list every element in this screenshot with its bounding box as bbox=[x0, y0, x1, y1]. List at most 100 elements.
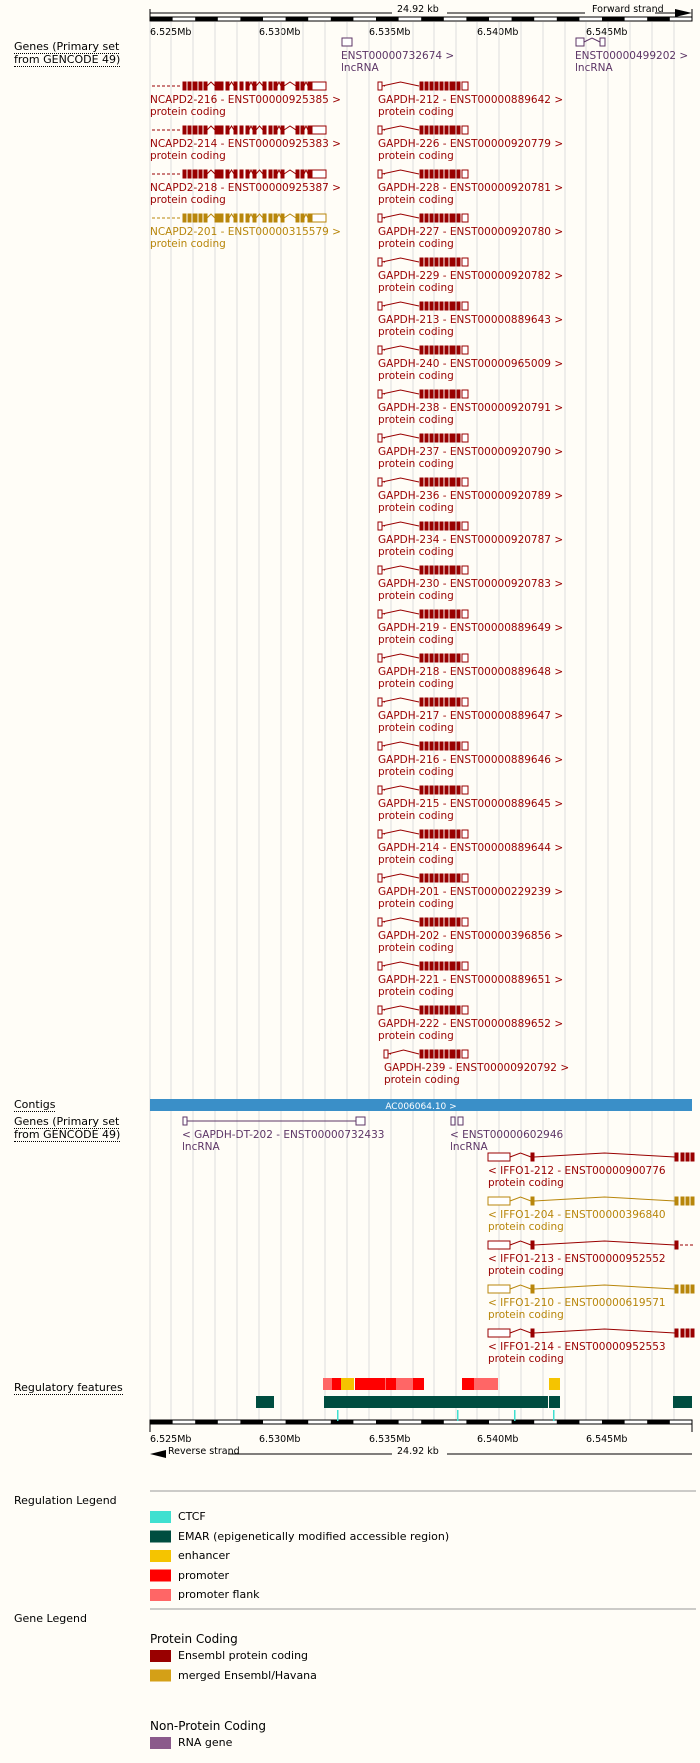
ncapd2-exon bbox=[295, 213, 300, 223]
ncapd2-exon bbox=[280, 169, 285, 179]
forward-transcript-label[interactable]: GAPDH-212 - ENST00000889642 > protein cod… bbox=[378, 94, 563, 118]
gapdh-utr-exon bbox=[377, 521, 383, 531]
regulation-legend-label: EMAR (epigenetically modified accessible… bbox=[178, 1529, 450, 1543]
transcript-biotype: protein coding bbox=[150, 238, 226, 250]
forward-transcript-label[interactable]: GAPDH-230 - ENST00000920783 > protein cod… bbox=[378, 578, 563, 602]
gapdh-exon bbox=[439, 873, 444, 883]
gapdh-utr-exon bbox=[377, 345, 383, 355]
gapdh-exon bbox=[424, 1005, 429, 1015]
gapdh-exon bbox=[444, 697, 449, 707]
forward-transcript-label[interactable]: GAPDH-202 - ENST00000396856 > protein cod… bbox=[378, 930, 563, 954]
tick-label-top-3: 6.540Mb bbox=[477, 27, 519, 38]
forward-transcript-label[interactable]: ENST00000499202 > lncRNA bbox=[575, 50, 688, 74]
forward-transcript-label[interactable]: NCAPD2-218 - ENST00000925387 > protein co… bbox=[150, 182, 341, 206]
gapdh-exon bbox=[444, 609, 449, 619]
forward-transcript-label[interactable]: GAPDH-234 - ENST00000920787 > protein cod… bbox=[378, 534, 563, 558]
gapdh-utr-exon bbox=[377, 213, 383, 223]
iffo1-intron bbox=[509, 1196, 532, 1202]
gapdh-intron bbox=[381, 785, 420, 791]
gapdh-exon bbox=[439, 1005, 444, 1015]
gapdh-exon bbox=[434, 961, 439, 971]
reverse-transcript-label[interactable]: < IFFO1-204 - ENST00000396840 protein cod… bbox=[488, 1209, 666, 1233]
forward-transcript-label[interactable]: NCAPD2-201 - ENST00000315579 > protein co… bbox=[150, 226, 341, 250]
forward-transcript-label[interactable]: GAPDH-228 - ENST00000920781 > protein cod… bbox=[378, 182, 563, 206]
reverse-transcript-label[interactable]: < IFFO1-210 - ENST00000619571 protein cod… bbox=[488, 1297, 666, 1321]
gapdh-exon bbox=[439, 521, 444, 531]
lncrna-exon bbox=[575, 37, 585, 47]
ncapd2-exon bbox=[245, 213, 250, 223]
reverse-transcript-label[interactable]: < GAPDH-DT-202 - ENST00000732433 lncRNA bbox=[182, 1129, 384, 1153]
ncapd2-exon bbox=[273, 213, 278, 223]
ruler-top-seg-16 bbox=[511, 17, 535, 21]
gapdh-exon bbox=[439, 389, 444, 399]
gapdh-exon bbox=[444, 257, 449, 267]
gapdh-exon bbox=[456, 873, 461, 883]
forward-transcript-label[interactable]: GAPDH-237 - ENST00000920790 > protein cod… bbox=[378, 446, 563, 470]
ncapd2-exon bbox=[187, 125, 192, 135]
gapdh-utr-exon bbox=[377, 917, 383, 927]
ncapd2-intron bbox=[255, 125, 264, 131]
reverse-transcript-label[interactable]: < IFFO1-212 - ENST00000900776 protein cod… bbox=[488, 1165, 666, 1189]
gapdh-exon bbox=[456, 1049, 461, 1059]
genes-reverse-track-label[interactable]: Genes (Primary set from GENCODE 49) bbox=[14, 1115, 124, 1142]
iffo1-exon bbox=[680, 1328, 685, 1338]
forward-transcript-label[interactable]: GAPDH-219 - ENST00000889649 > protein cod… bbox=[378, 622, 563, 646]
forward-transcript-label[interactable]: GAPDH-236 - ENST00000920789 > protein cod… bbox=[378, 490, 563, 514]
forward-transcript-label[interactable]: GAPDH-227 - ENST00000920780 > protein cod… bbox=[378, 226, 563, 250]
reg-promoter-flank bbox=[396, 1378, 413, 1390]
reverse-transcript-label[interactable]: < IFFO1-213 - ENST00000952552 protein cod… bbox=[488, 1253, 666, 1277]
regulatory-track-label[interactable]: Regulatory features bbox=[14, 1381, 123, 1395]
gapdh-utr-exon bbox=[461, 1005, 469, 1015]
iffo1-intron bbox=[533, 1196, 676, 1202]
ncapd2-exon bbox=[245, 169, 250, 179]
iffo1-exon bbox=[690, 1284, 695, 1294]
reg-promoter bbox=[355, 1378, 385, 1390]
forward-transcript-label[interactable]: NCAPD2-216 - ENST00000925385 > protein co… bbox=[150, 94, 341, 118]
gapdh-exon bbox=[456, 345, 461, 355]
transcript-biotype: protein coding bbox=[378, 326, 454, 338]
gapdh-utr-exon bbox=[461, 697, 469, 707]
contigs-track-label[interactable]: Contigs bbox=[14, 1098, 56, 1112]
gapdh-exon bbox=[449, 961, 456, 971]
reverse-transcript-label[interactable]: < ENST00000602946 lncRNA bbox=[450, 1129, 563, 1153]
reverse-transcript-label[interactable]: < IFFO1-214 - ENST00000952553 protein cod… bbox=[488, 1341, 666, 1365]
forward-transcript-label[interactable]: GAPDH-238 - ENST00000920791 > protein cod… bbox=[378, 402, 563, 426]
forward-transcript-label[interactable]: GAPDH-239 - ENST00000920792 > protein cod… bbox=[384, 1062, 569, 1086]
forward-transcript-label[interactable]: GAPDH-218 - ENST00000889648 > protein cod… bbox=[378, 666, 563, 690]
gapdh-exon bbox=[439, 125, 444, 135]
forward-transcript-label[interactable]: NCAPD2-214 - ENST00000925383 > protein co… bbox=[150, 138, 341, 162]
ncapd2-exon bbox=[262, 213, 267, 223]
ncapd2-exon bbox=[300, 125, 305, 135]
forward-transcript-label[interactable]: GAPDH-240 - ENST00000965009 > protein cod… bbox=[378, 358, 563, 382]
transcript-name: GAPDH-217 - ENST00000889647 > bbox=[378, 710, 564, 722]
forward-transcript-label[interactable]: GAPDH-216 - ENST00000889646 > protein cod… bbox=[378, 754, 563, 778]
gapdh-exon bbox=[429, 961, 434, 971]
forward-transcript-label[interactable]: GAPDH-215 - ENST00000889645 > protein cod… bbox=[378, 798, 563, 822]
gapdh-utr-exon bbox=[383, 1049, 389, 1059]
forward-transcript-label[interactable]: GAPDH-229 - ENST00000920782 > protein cod… bbox=[378, 270, 563, 294]
gapdh-exon bbox=[424, 125, 429, 135]
ncapd2-exon bbox=[300, 81, 305, 91]
forward-transcript-label[interactable]: GAPDH-214 - ENST00000889644 > protein cod… bbox=[378, 842, 563, 866]
gapdh-exon bbox=[456, 257, 461, 267]
forward-transcript-label[interactable]: GAPDH-213 - ENST00000889643 > protein cod… bbox=[378, 314, 563, 338]
iffo1-exon bbox=[674, 1152, 679, 1162]
genes-forward-track-label[interactable]: Genes (Primary set from GENCODE 49) bbox=[14, 40, 124, 67]
gapdh-exon bbox=[439, 741, 444, 751]
forward-transcript-label[interactable]: GAPDH-221 - ENST00000889651 > protein cod… bbox=[378, 974, 563, 998]
forward-transcript-label[interactable]: GAPDH-217 - ENST00000889647 > protein cod… bbox=[378, 710, 563, 734]
gapdh-exon bbox=[434, 1005, 439, 1015]
gapdh-utr-exon bbox=[377, 169, 383, 179]
forward-transcript-label[interactable]: ENST00000732674 > lncRNA bbox=[341, 50, 454, 74]
forward-transcript-label[interactable]: GAPDH-226 - ENST00000920779 > protein cod… bbox=[378, 138, 563, 162]
gapdh-exon bbox=[456, 81, 461, 91]
gapdh-exon bbox=[444, 565, 449, 575]
gapdh-exon bbox=[449, 213, 456, 223]
gapdh-exon bbox=[429, 169, 434, 179]
transcript-name: GAPDH-202 - ENST00000396856 > bbox=[378, 930, 564, 942]
regulation-legend-swatch bbox=[150, 1569, 171, 1582]
forward-transcript-label[interactable]: GAPDH-201 - ENST00000229239 > protein cod… bbox=[378, 886, 563, 910]
transcript-name: GAPDH-230 - ENST00000920783 > bbox=[378, 578, 564, 590]
ncapd2-exon bbox=[192, 125, 198, 135]
forward-transcript-label[interactable]: GAPDH-222 - ENST00000889652 > protein cod… bbox=[378, 1018, 563, 1042]
